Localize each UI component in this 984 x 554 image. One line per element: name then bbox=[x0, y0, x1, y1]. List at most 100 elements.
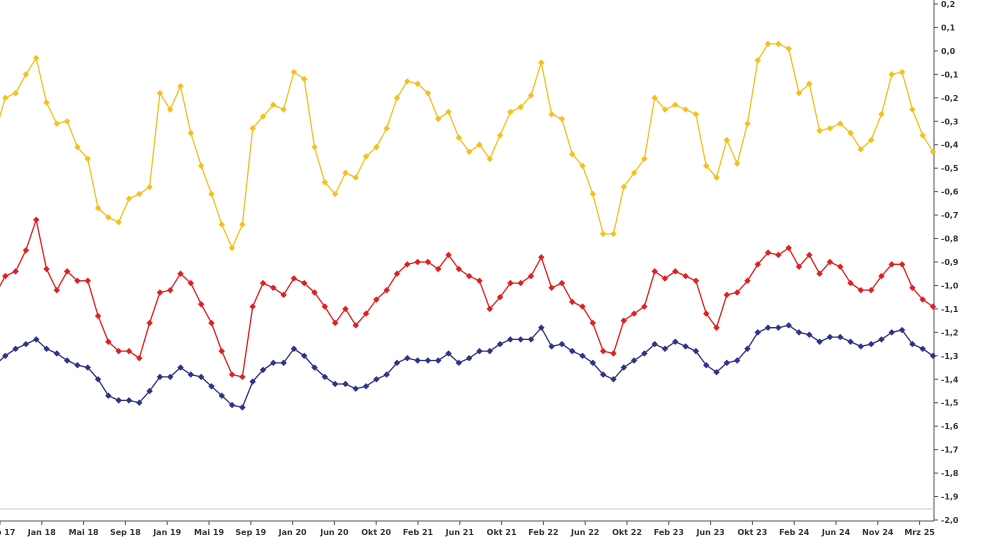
x-tick-label: Okt 22 bbox=[612, 528, 642, 537]
x-tick-label: Sep 17 bbox=[0, 528, 15, 537]
data-point bbox=[878, 111, 885, 118]
data-point bbox=[651, 340, 658, 348]
data-point bbox=[177, 364, 184, 371]
x-tick-label: Feb 21 bbox=[403, 528, 434, 537]
data-point bbox=[847, 279, 854, 287]
data-point bbox=[362, 383, 370, 390]
data-point bbox=[43, 345, 50, 352]
data-point bbox=[867, 136, 875, 144]
y-tick-label: -1,5 bbox=[941, 399, 959, 408]
data-point bbox=[847, 338, 854, 345]
data-point bbox=[63, 357, 71, 364]
data-point bbox=[867, 286, 875, 294]
data-point bbox=[775, 40, 782, 48]
y-tick-label: 0,0 bbox=[941, 47, 956, 56]
y-tick-label: -1,6 bbox=[941, 422, 959, 431]
data-point bbox=[445, 350, 452, 357]
data-point bbox=[775, 251, 782, 259]
data-point bbox=[383, 125, 390, 132]
data-point bbox=[404, 261, 411, 268]
data-point bbox=[826, 258, 834, 266]
data-point bbox=[867, 340, 875, 348]
data-point bbox=[136, 190, 143, 198]
data-point bbox=[455, 134, 463, 141]
x-tick-label: Sep 19 bbox=[235, 528, 266, 537]
x-tick-label: Feb 23 bbox=[654, 528, 684, 537]
data-point bbox=[311, 143, 318, 151]
series-1 bbox=[0, 216, 937, 381]
data-point bbox=[33, 54, 40, 62]
data-point bbox=[826, 333, 834, 341]
data-point bbox=[847, 129, 854, 137]
data-point bbox=[682, 272, 689, 280]
data-point bbox=[785, 45, 792, 52]
data-point bbox=[53, 286, 61, 294]
data-point bbox=[197, 162, 205, 170]
data-point bbox=[909, 284, 916, 291]
data-point bbox=[589, 319, 597, 327]
data-point bbox=[94, 204, 102, 212]
data-point bbox=[270, 284, 277, 291]
data-point bbox=[239, 404, 246, 411]
data-point bbox=[919, 296, 926, 303]
data-point bbox=[228, 401, 236, 409]
x-tick-label: Okt 23 bbox=[737, 528, 767, 537]
data-point bbox=[641, 303, 648, 310]
data-point bbox=[105, 338, 112, 345]
data-point bbox=[156, 373, 164, 381]
data-point bbox=[620, 183, 627, 191]
data-point bbox=[249, 303, 256, 310]
data-point bbox=[785, 322, 792, 329]
data-point bbox=[239, 373, 246, 381]
data-point bbox=[909, 106, 916, 113]
data-point bbox=[569, 150, 576, 158]
data-point bbox=[208, 319, 215, 327]
data-point bbox=[239, 221, 246, 228]
data-point bbox=[373, 143, 380, 151]
data-point bbox=[342, 380, 349, 388]
series-0 bbox=[0, 40, 937, 252]
data-point bbox=[548, 284, 555, 291]
data-point bbox=[218, 221, 225, 228]
data-point bbox=[228, 244, 236, 252]
data-point bbox=[167, 286, 174, 294]
x-tick-label: Jun 20 bbox=[319, 528, 349, 537]
data-point bbox=[599, 371, 607, 378]
data-point bbox=[919, 345, 926, 352]
data-point bbox=[486, 347, 493, 355]
data-point bbox=[641, 155, 648, 162]
data-point bbox=[527, 92, 535, 99]
data-point bbox=[74, 143, 81, 151]
series-layer bbox=[0, 40, 937, 411]
data-point bbox=[424, 357, 432, 364]
data-point bbox=[703, 310, 710, 317]
data-point bbox=[527, 272, 535, 280]
data-point bbox=[610, 350, 617, 357]
data-point bbox=[795, 329, 803, 336]
data-point bbox=[785, 244, 792, 252]
data-point bbox=[63, 268, 71, 275]
data-point bbox=[94, 312, 102, 320]
data-point bbox=[352, 174, 359, 181]
y-tick-label: -1,1 bbox=[941, 305, 959, 314]
x-tick-label: Mai 19 bbox=[194, 528, 224, 537]
data-point bbox=[898, 261, 906, 268]
data-point bbox=[74, 362, 81, 369]
data-point bbox=[672, 268, 679, 275]
data-point bbox=[888, 261, 895, 268]
data-point bbox=[713, 174, 720, 181]
data-point bbox=[610, 230, 617, 238]
data-point bbox=[331, 380, 339, 388]
data-point bbox=[228, 371, 236, 378]
x-tick-label: Nov 24 bbox=[862, 528, 894, 537]
data-point bbox=[342, 169, 349, 177]
data-point bbox=[321, 303, 329, 310]
data-point bbox=[33, 216, 40, 223]
data-point bbox=[558, 115, 566, 123]
data-point bbox=[270, 359, 277, 367]
data-point bbox=[187, 279, 195, 287]
data-point bbox=[105, 214, 112, 221]
data-point bbox=[84, 277, 91, 284]
data-point bbox=[311, 289, 318, 296]
data-point bbox=[589, 190, 597, 198]
